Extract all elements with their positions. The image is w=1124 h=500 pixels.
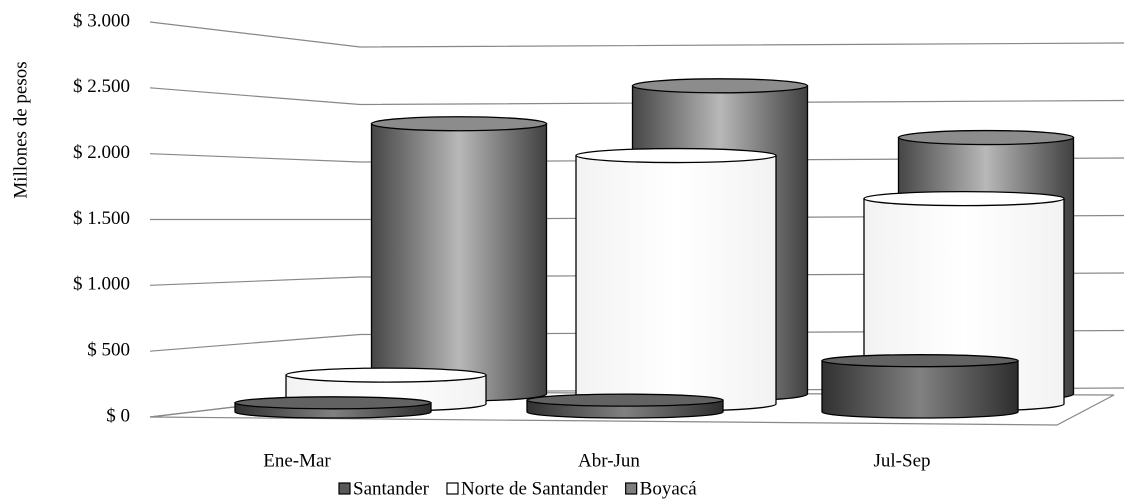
legend-label: Boyacá	[640, 478, 698, 499]
cylinder-top	[234, 396, 432, 410]
legend-label: Norte de Santander	[461, 478, 608, 499]
y-axis-title: Millones de pesos	[10, 61, 31, 198]
x-tick-label: Jul-Sep	[874, 450, 931, 471]
legend-swatch	[446, 482, 459, 495]
cylinder-top	[631, 78, 809, 94]
cylinder-top	[285, 367, 487, 383]
cylinder	[821, 360, 1019, 419]
y-tick-label: $ 1.500	[73, 208, 130, 229]
y-tick-label: $ 500	[87, 340, 130, 361]
cylinder-top	[575, 147, 777, 164]
y-tick-label: $ 1.000	[73, 274, 130, 295]
y-tick-label: $ 0	[106, 405, 130, 426]
x-tick-label: Ene-Mar	[263, 450, 331, 471]
cylinder-top	[821, 354, 1019, 368]
cylinder-top	[370, 116, 548, 132]
y-tick-label: $ 2.000	[73, 142, 130, 163]
cylinder	[370, 123, 548, 402]
y-tick-label: $ 2.500	[73, 76, 130, 97]
legend-label: Santander	[353, 478, 430, 499]
legend-swatch	[625, 482, 638, 495]
grid-line	[149, 21, 1124, 48]
grid-line	[149, 87, 1124, 106]
cylinder-top	[526, 393, 724, 407]
cylinder	[575, 154, 777, 412]
cylinder-top	[897, 129, 1075, 146]
y-tick-label: $ 3.000	[73, 10, 130, 31]
x-tick-label: Abr-Jun	[578, 450, 640, 471]
cylinder-top	[863, 190, 1065, 207]
grid-line	[149, 153, 1124, 163]
legend-swatch	[338, 482, 351, 495]
